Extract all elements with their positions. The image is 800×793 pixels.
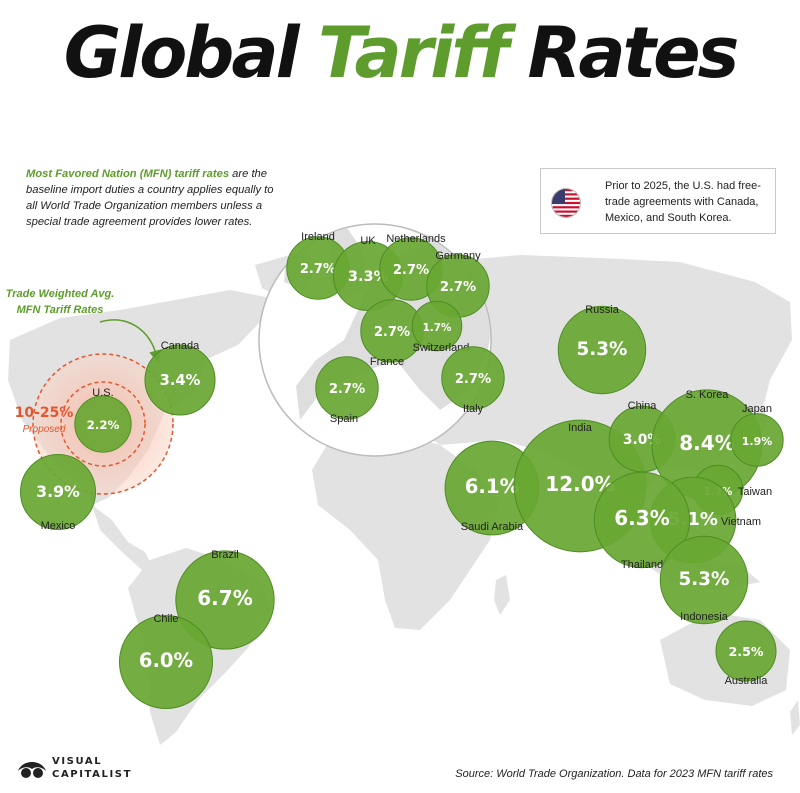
bubble-value-saudi-arabia: 6.1% <box>465 475 520 498</box>
bubble-russia: 5.3% Russia <box>557 304 647 395</box>
bubble-circle-mexico <box>19 453 97 531</box>
bubble-circle-switzerland <box>411 300 463 352</box>
bubble-value-s-korea: 8.4% <box>679 431 734 455</box>
bubble-value-chile: 6.0% <box>139 649 193 672</box>
bubble-spain: 2.7% Spain <box>315 356 379 425</box>
logo-icon <box>18 762 46 778</box>
country-label-uk: UK <box>360 235 376 247</box>
bubble-value-germany: 2.7% <box>440 280 476 295</box>
bubble-value-switzerland: 1.7% <box>423 322 452 334</box>
madagascar-shape <box>494 575 510 615</box>
bubble-circle-japan <box>730 413 784 467</box>
country-label-netherlands: Netherlands <box>386 233 446 245</box>
country-label-saudi-arabia: Saudi Arabia <box>461 521 524 533</box>
country-label-italy: Italy <box>463 403 484 415</box>
new-zealand-shape <box>790 700 800 735</box>
bubble-mexico: 3.9% Mexico <box>19 453 97 532</box>
bubble-value-uk: 3.3% <box>348 269 389 285</box>
bubble-brazil: 6.7% Brazil <box>175 549 275 650</box>
bubble-chile: 6.0% Chile <box>118 613 214 710</box>
bubble-circle-indonesia <box>659 535 749 625</box>
legend-arrow <box>99 319 162 364</box>
intro-text: Most Favored Nation (MFN) tariff rates a… <box>26 166 276 230</box>
bubble-italy: 2.7% Italy <box>441 346 505 415</box>
bubble-value-italy: 2.7% <box>455 372 491 387</box>
country-label-spain: Spain <box>330 413 358 425</box>
country-label-china: China <box>628 400 658 412</box>
us-fta-note: Prior to 2025, the U.S. had free-trade a… <box>540 168 776 234</box>
bubble-value-canada: 3.4% <box>160 372 201 389</box>
bubble-circle-spain <box>315 356 379 420</box>
bubble-canada: 3.4% Canada <box>144 340 216 416</box>
us-proposed-label: Proposed <box>23 424 66 435</box>
country-label-indonesia: Indonesia <box>680 611 729 623</box>
bubble-circle-italy <box>441 346 505 410</box>
central-america-shape <box>92 505 152 570</box>
source-note: Source: World Trade Organization. Data f… <box>455 768 773 780</box>
logo-line1: VISUAL <box>52 756 103 767</box>
bubble-saudi-arabia: 6.1% Saudi Arabia <box>444 440 540 536</box>
country-label-india: India <box>568 422 593 434</box>
bubble-value-u-s: 2.2% <box>87 418 120 432</box>
country-label-brazil: Brazil <box>211 549 239 561</box>
country-label-canada: Canada <box>161 340 200 352</box>
bubble-value-brazil: 6.7% <box>197 586 252 610</box>
logo-line2: CAPITALIST <box>52 769 133 780</box>
bubble-switzerland: 1.7% Switzerland <box>411 300 470 354</box>
country-label-russia: Russia <box>585 304 620 316</box>
bubble-circle-australia <box>715 620 777 682</box>
intro-highlight: Most Favored Nation (MFN) tariff rates <box>26 168 230 180</box>
bubble-value-netherlands: 2.7% <box>393 263 429 278</box>
country-label-vietnam: Vietnam <box>721 516 761 528</box>
bubble-circle-thailand <box>593 471 691 569</box>
bubble-circle-russia <box>557 305 647 395</box>
tariff-bubbles: 2.2%U.S.3.4%Canada3.9%Mexico6.7%Brazil6.… <box>19 231 784 710</box>
bubble-japan: 1.9% Japan <box>730 403 784 467</box>
bubble-circle-brazil <box>175 550 275 650</box>
country-label-france: France <box>370 356 404 368</box>
bubble-value-france: 2.7% <box>374 325 410 340</box>
bubble-circle-chile <box>118 614 214 710</box>
title-part3: Rates <box>527 12 740 94</box>
bubble-u-s: 2.2% U.S. <box>74 387 132 453</box>
bubble-thailand: 6.3% Thailand <box>593 471 691 571</box>
country-label-taiwan: Taiwan <box>738 486 772 498</box>
legend-line2: MFN Tariff Rates <box>17 304 104 316</box>
country-label-u-s: U.S. <box>92 387 113 399</box>
bubble-circle-u-s <box>74 395 132 453</box>
bubble-ireland: 2.7% Ireland <box>286 231 350 300</box>
legend-line1: Trade Weighted Avg. <box>6 288 115 300</box>
country-label-switzerland: Switzerland <box>413 342 470 354</box>
country-label-thailand: Thailand <box>621 559 663 571</box>
country-label-ireland: Ireland <box>301 231 335 243</box>
bubble-value-russia: 5.3% <box>577 339 628 360</box>
bubble-value-australia: 2.5% <box>729 644 764 659</box>
title-part1: Global <box>63 12 300 94</box>
bubble-circle-canada <box>144 344 216 416</box>
intro-body: are the baseline import duties a country… <box>26 168 274 228</box>
country-label-germany: Germany <box>435 250 481 262</box>
bubble-france: 2.7% France <box>360 299 424 368</box>
bubble-indonesia: 5.3% Indonesia <box>659 535 749 625</box>
title-part2: Tariff <box>318 12 509 94</box>
visual-capitalist-logo: VISUAL CAPITALIST <box>16 755 146 785</box>
us-flag-icon <box>551 188 581 218</box>
bubble-value-spain: 2.7% <box>329 382 365 397</box>
bubble-value-japan: 1.9% <box>742 435 772 448</box>
country-label-mexico: Mexico <box>41 520 76 532</box>
country-label-japan: Japan <box>742 403 772 415</box>
bubble-value-ireland: 2.7% <box>300 262 336 277</box>
bubble-value-thailand: 6.3% <box>614 506 669 530</box>
country-label-australia: Australia <box>725 675 769 687</box>
country-label-chile: Chile <box>153 613 178 625</box>
us-proposed-value: 10-25% <box>15 405 74 421</box>
note-text: Prior to 2025, the U.S. had free-trade a… <box>605 180 761 224</box>
bubble-value-indonesia: 5.3% <box>679 569 730 590</box>
page-title: Global Tariff Rates <box>0 18 800 88</box>
bubble-australia: 2.5% Australia <box>715 620 777 687</box>
bubble-value-mexico: 3.9% <box>36 482 80 501</box>
country-label-s-korea: S. Korea <box>686 389 730 401</box>
